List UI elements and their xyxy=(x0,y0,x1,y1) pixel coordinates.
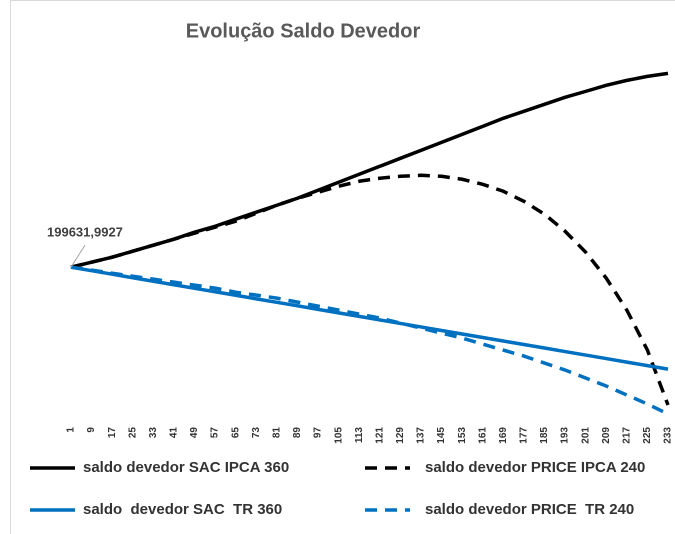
x-tick-label: 201 xyxy=(580,427,591,444)
x-tick-label: 185 xyxy=(539,427,550,444)
x-tick-label: 209 xyxy=(601,427,612,444)
x-tick-label: 57 xyxy=(210,427,221,439)
x-tick-label: 17 xyxy=(107,427,118,439)
series-line xyxy=(70,173,670,406)
x-tick-label: 225 xyxy=(642,427,653,444)
x-tick-label: 153 xyxy=(457,427,468,444)
chart-title: Evolução Saldo Devedor xyxy=(186,20,421,42)
chart-border xyxy=(10,0,675,534)
x-tick-label: 137 xyxy=(416,427,427,444)
x-tick-label: 113 xyxy=(354,427,365,444)
x-tick-label: 177 xyxy=(519,427,530,444)
legend-label: saldo devedor SAC TR 360 xyxy=(83,501,282,518)
x-tick-label: 121 xyxy=(374,427,385,444)
annotation-leader xyxy=(70,244,86,268)
x-tick-label: 25 xyxy=(127,427,138,439)
legend-label: saldo devedor PRICE IPCA 240 xyxy=(425,459,645,476)
x-tick-label: 169 xyxy=(498,427,509,444)
x-tick-label: 233 xyxy=(663,427,674,444)
x-tick-label: 9 xyxy=(86,427,97,433)
x-tick-label: 49 xyxy=(189,427,200,439)
x-tick-label: 65 xyxy=(230,427,241,439)
series-line xyxy=(70,265,669,371)
x-tick-label: 161 xyxy=(477,427,488,444)
annotation: 199631,9927 xyxy=(47,224,123,239)
x-tick-label: 145 xyxy=(436,427,447,444)
series-line xyxy=(70,71,669,269)
x-tick-label: 73 xyxy=(251,427,262,439)
x-tick-label: 33 xyxy=(148,427,159,439)
x-tick-label: 97 xyxy=(313,427,324,439)
x-tick-label: 81 xyxy=(271,427,282,439)
x-tick-label: 105 xyxy=(333,427,344,444)
x-tick-label: 41 xyxy=(169,427,180,439)
legend-label: saldo devedor SAC IPCA 360 xyxy=(83,459,289,476)
x-tick-label: 217 xyxy=(621,427,632,444)
series-line xyxy=(70,265,669,416)
x-tick-label: 89 xyxy=(292,427,303,439)
x-tick-label: 129 xyxy=(395,427,406,444)
x-tick-label: 1 xyxy=(66,427,77,433)
legend-label: saldo devedor PRICE TR 240 xyxy=(425,501,634,518)
x-tick-label: 193 xyxy=(560,427,571,444)
